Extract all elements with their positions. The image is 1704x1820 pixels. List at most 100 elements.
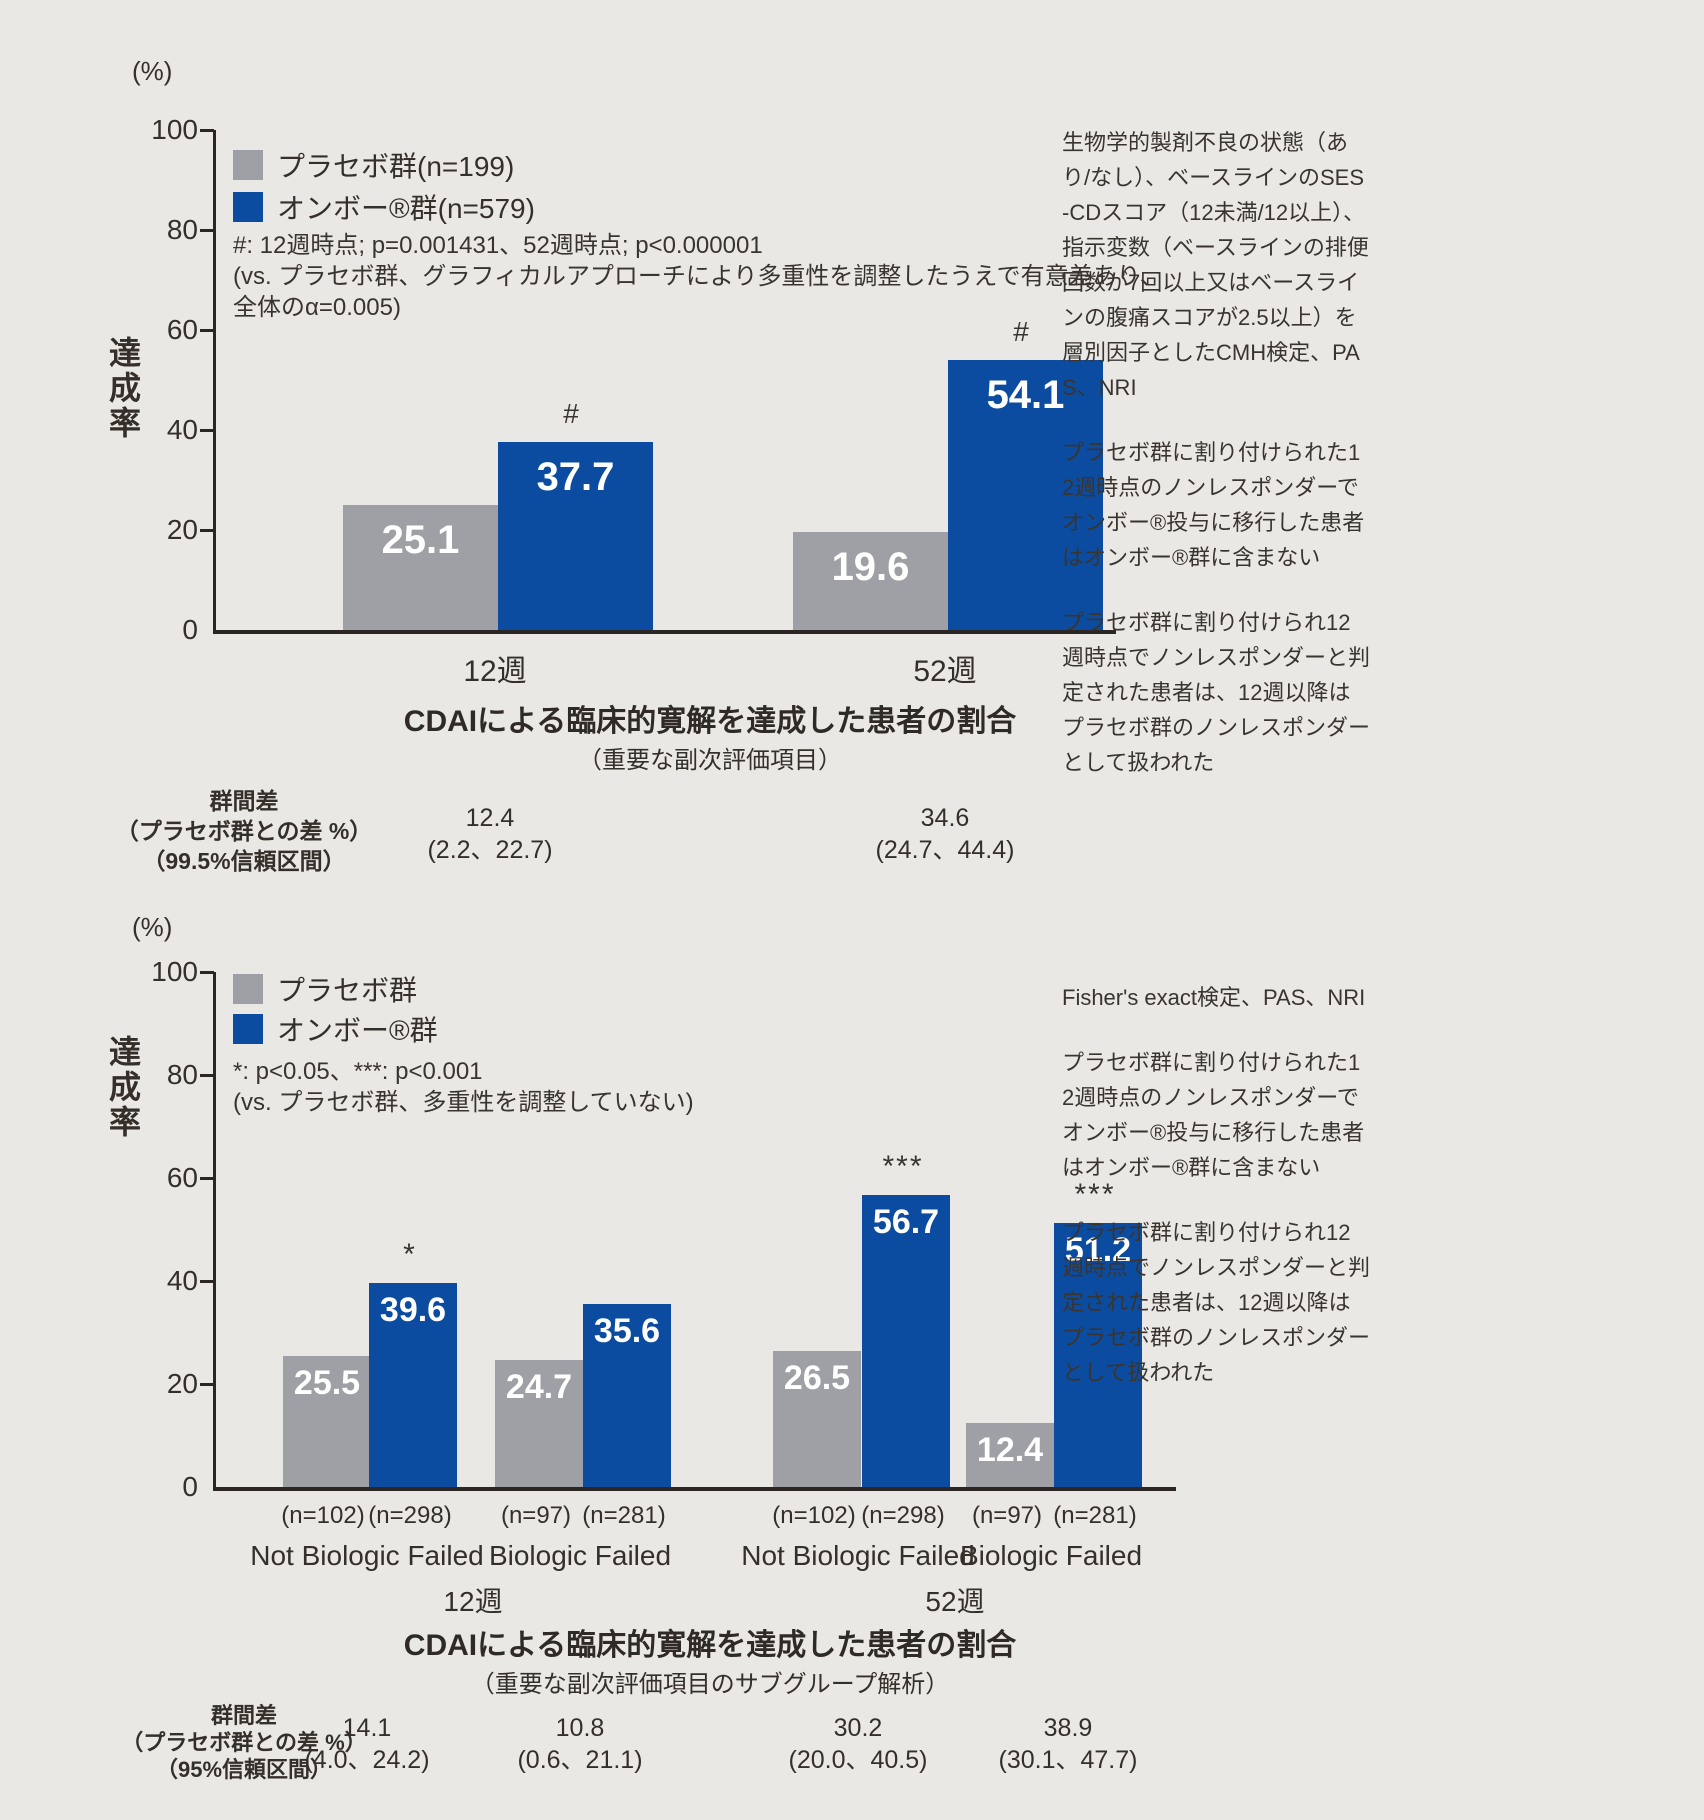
chart2-tickmark xyxy=(200,971,214,974)
chart2-diff-bf-52w: 38.9 (30.1、47.7) xyxy=(998,1714,1138,1774)
chart2-tick-100: 100 xyxy=(151,956,198,987)
chart1-note-line2: (vs. プラセボ群、グラフィカルアプローチにより多重性を調整したうえで有意差あ… xyxy=(233,263,1164,290)
chart2-y-axis-title: 達成率 xyxy=(105,1035,141,1140)
chart1-subtitle: （重要な副次評価項目） xyxy=(578,747,842,774)
chart2-tick-60: 60 xyxy=(166,1162,198,1193)
chart2-side-notes: Fisher's exact検定、PAS、NRI プラセボ群に割り付けられた12… xyxy=(1062,980,1370,1420)
chart1-note-line3: 全体のα=0.005) xyxy=(233,294,401,321)
chart2-tick-20: 20 xyxy=(166,1368,198,1399)
chart2-n-placebo-bf-52w: (n=97) xyxy=(971,1502,1043,1529)
chart2-n-ombo-nbf-52w: (n=298) xyxy=(861,1502,945,1529)
chart2-tick-0: 0 xyxy=(182,1471,198,1502)
chart2-subtitle: （重要な副次評価項目のサブグループ解析） xyxy=(470,1671,950,1698)
chart2-tickmark xyxy=(200,1280,214,1283)
ombo-swatch-icon xyxy=(233,1014,263,1044)
chart1-y-axis-title: 達成率 xyxy=(105,336,141,441)
chart1-title: CDAIによる臨床的寛解を達成した患者の割合 xyxy=(403,705,1017,738)
chart2-diff-nbf-12w: 14.1 (4.0、24.2) xyxy=(304,1714,430,1774)
chart2-period-52w: 52週 xyxy=(925,1586,985,1617)
chart2-legend-ombo: オンボー®群 xyxy=(233,1012,438,1046)
chart1-bar-placebo-52w: 19.6 xyxy=(793,532,948,630)
chart1-side-notes: 生物学的製剤不良の状態（あり/なし）、ベースラインのSES-CDスコア（12未満… xyxy=(1062,125,1370,810)
chart1-legend-placebo-label: プラセボ群(n=199) xyxy=(277,151,515,182)
chart2-tickmark xyxy=(200,1383,214,1386)
chart2-bar-ombo-nbf-52w: 56.7 xyxy=(862,1195,950,1487)
chart1-bar-value: 19.6 xyxy=(831,545,910,589)
chart2-side-note-1: Fisher's exact検定、PAS、NRI xyxy=(1062,985,1366,1010)
placebo-swatch-icon xyxy=(233,974,263,1004)
chart2-bar-placebo-nbf-52w: 26.5 xyxy=(773,1350,861,1487)
chart2-legend-ombo-label: オンボー®群 xyxy=(277,1015,438,1046)
chart1-bar-ombo-12w: 37.7 xyxy=(498,441,653,630)
chart2-subgroup-nbf-12w: Not Biologic Failed xyxy=(250,1540,484,1571)
ombo-swatch-icon xyxy=(233,192,263,222)
chart2-side-note-3: プラセボ群に割り付けられ12週時点でノンレスポンダーと判定された患者は、12週以… xyxy=(1062,1220,1371,1385)
chart2-legend-placebo: プラセボ群 xyxy=(233,972,417,1006)
chart2-note-line1: *: p<0.05、***: p<0.001 xyxy=(233,1058,483,1085)
chart1-tickmark xyxy=(200,329,214,332)
chart2-subgroup-bf-52w: Biologic Failed xyxy=(959,1540,1143,1571)
chart1-x-label-52w: 52週 xyxy=(913,655,977,688)
chart2-legend-placebo-label: プラセボ群 xyxy=(277,975,418,1006)
chart1-significance-note: #: 12週時点; p=0.001431、52週時点; p<0.000001 (… xyxy=(233,230,1164,323)
chart2-bar-placebo-bf-12w: 24.7 xyxy=(495,1359,583,1487)
chart1-legend-placebo: プラセボ群(n=199) xyxy=(233,148,514,182)
chart2-bar-ombo-bf-52w: 51.2 xyxy=(1054,1223,1142,1487)
chart2-sig-marker-bf-52w: *** xyxy=(1074,1178,1116,1211)
chart2-diff-header: 群間差 （プラセボ群との差 %） （95%信頼区間） xyxy=(121,1703,367,1782)
chart2-n-placebo-bf-12w: (n=97) xyxy=(500,1502,572,1529)
chart1-tickmark xyxy=(200,429,214,432)
chart1-tickmark xyxy=(200,229,214,232)
chart1-diff-12w: 12.4 (2.2、22.7) xyxy=(427,804,553,864)
chart1-sig-marker-12w: # xyxy=(563,398,581,429)
chart1-tick-60: 60 xyxy=(166,314,198,345)
chart2-bar-placebo-bf-52w: 12.4 xyxy=(966,1423,1054,1487)
chart1-legend-ombo: オンボー®群(n=579) xyxy=(233,190,535,224)
chart1-tick-0: 0 xyxy=(182,614,198,645)
chart2-n-ombo-bf-12w: (n=281) xyxy=(582,1502,666,1529)
chart1-tickmark xyxy=(200,129,214,132)
chart2-side-note-2: プラセボ群に割り付けられた12週時点のノンレスポンダーでオンボー®投与に移行した… xyxy=(1062,1050,1365,1180)
chart2-n-placebo-nbf-52w: (n=102) xyxy=(772,1502,856,1529)
chart1-note-line1: #: 12週時点; p=0.001431、52週時点; p<0.000001 xyxy=(233,232,763,259)
chart2-subgroup-nbf-52w: Not Biologic Failed xyxy=(741,1540,975,1571)
chart2-subgroup-bf-12w: Biologic Failed xyxy=(488,1540,672,1571)
chart2-n-ombo-bf-52w: (n=281) xyxy=(1053,1502,1137,1529)
chart2-diff-nbf-52w: 30.2 (20.0、40.5) xyxy=(788,1714,928,1774)
chart1-bar-value: 54.1 xyxy=(986,372,1065,417)
chart2-tick-40: 40 xyxy=(166,1265,198,1296)
chart1-legend-ombo-label: オンボー®群(n=579) xyxy=(277,193,535,224)
chart1-bar-ombo-52w: 54.1 xyxy=(948,359,1103,630)
chart1-plot: 25.1 37.7 19.6 54.1 xyxy=(213,130,1116,634)
chart1-tick-40: 40 xyxy=(166,414,198,445)
chart2-diff-bf-12w: 10.8 (0.6、21.1) xyxy=(517,1714,643,1774)
chart2-tick-80: 80 xyxy=(166,1059,198,1090)
chart2-bar-placebo-nbf-12w: 25.5 xyxy=(283,1355,371,1487)
chart2-title: CDAIによる臨床的寛解を達成した患者の割合 xyxy=(403,1629,1017,1662)
chart1-diff-header: 群間差 （プラセボ群との差 %） （99.5%信頼区間） xyxy=(115,788,373,874)
chart2-plot: 25.5 39.6 24.7 35.6 26.5 56.7 12.4 51.2 xyxy=(213,972,1176,1491)
chart1-sig-marker-52w: # xyxy=(1013,316,1031,347)
chart1-tickmark xyxy=(200,529,214,532)
chart1-y-unit: (%) xyxy=(132,56,173,86)
chart2-note-line2: (vs. プラセボ群、多重性を調整していない) xyxy=(233,1089,694,1116)
chart2-y-unit: (%) xyxy=(132,912,173,942)
placebo-swatch-icon xyxy=(233,150,263,180)
chart2-sig-marker-nbf-12w: * xyxy=(403,1238,417,1271)
chart1-tick-100: 100 xyxy=(151,114,198,145)
chart2-significance-note: *: p<0.05、***: p<0.001 (vs. プラセボ群、多重性を調整… xyxy=(233,1056,694,1118)
chart2-tickmark xyxy=(200,1074,214,1077)
chart1-bar-value: 37.7 xyxy=(536,454,615,499)
chart2-tickmark xyxy=(200,1177,214,1180)
chart1-x-label-12w: 12週 xyxy=(463,655,527,688)
chart1-side-note-3: プラセボ群に割り付けられ12週時点でノンレスポンダーと判定された患者は、12週以… xyxy=(1062,610,1371,775)
chart1-bar-placebo-12w: 25.1 xyxy=(343,504,498,630)
chart1-tick-80: 80 xyxy=(166,214,198,245)
chart1-diff-52w: 34.6 (24.7、44.4) xyxy=(875,804,1015,864)
chart2-bar-ombo-bf-12w: 35.6 xyxy=(583,1303,671,1487)
chart2-n-placebo-nbf-12w: (n=102) xyxy=(281,1502,365,1529)
chart2-n-ombo-nbf-12w: (n=298) xyxy=(368,1502,452,1529)
chart1-bar-value: 25.1 xyxy=(381,517,460,562)
chart2-sig-marker-nbf-52w: *** xyxy=(882,1150,924,1183)
